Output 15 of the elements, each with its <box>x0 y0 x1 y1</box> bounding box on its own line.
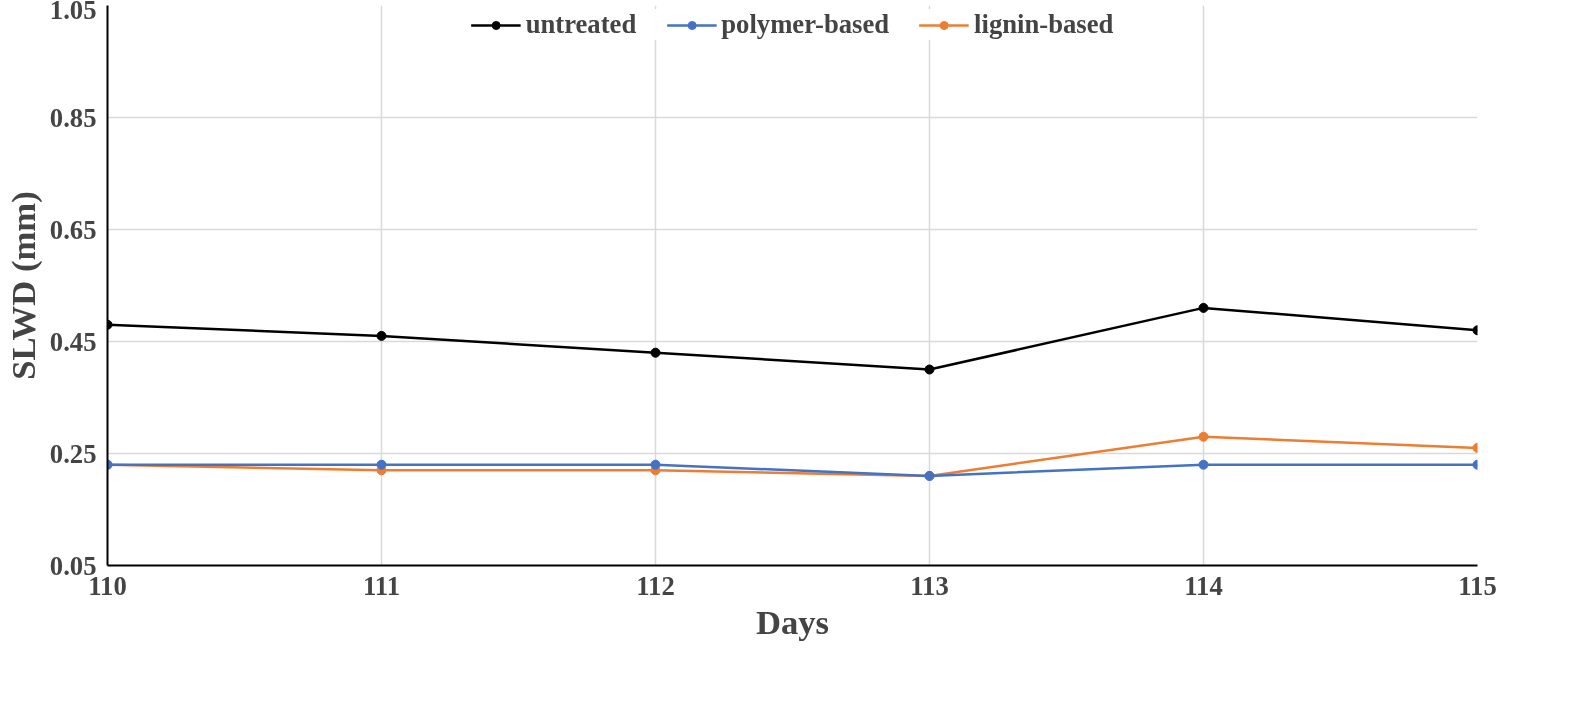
x-tick-label: 115 <box>1458 570 1497 601</box>
legend-label: lignin-based <box>974 9 1114 40</box>
y-tick-label: 0.25 <box>49 438 97 469</box>
x-axis-title: Days <box>755 602 830 641</box>
y-axis-title: SLWD (mm) <box>3 191 43 380</box>
x-tick-label: 114 <box>1184 570 1223 601</box>
legend-label: untreated <box>525 9 637 40</box>
x-tick-label: 113 <box>910 570 949 601</box>
x-tick-label: 111 <box>362 570 401 601</box>
y-tick-label: 0.85 <box>49 102 97 133</box>
y-tick-label: 0.65 <box>49 214 97 245</box>
y-tick-label: 1.05 <box>49 0 97 25</box>
y-tick-label: 0.45 <box>49 326 97 357</box>
legend-label: polymer-based <box>721 9 890 40</box>
x-tick-label: 112 <box>636 570 675 601</box>
